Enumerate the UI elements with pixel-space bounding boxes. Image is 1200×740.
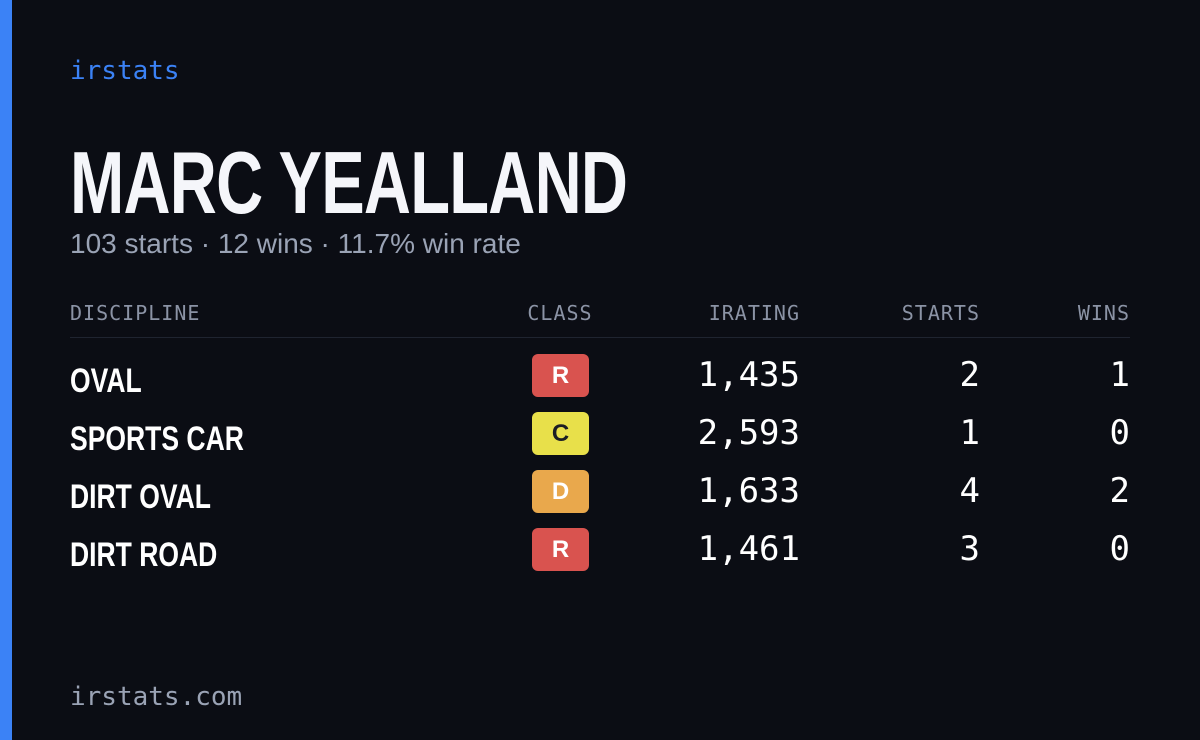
header-rule: [70, 337, 1130, 338]
irating: 1,435: [697, 355, 800, 395]
class-badge: C: [532, 412, 589, 455]
driver-name: MARC YEALLAND: [70, 133, 628, 232]
irating: 1,633: [697, 471, 800, 511]
discipline: DIRT ROAD: [70, 536, 218, 574]
brand: irstats: [70, 56, 180, 86]
column-header: WINS: [1077, 301, 1130, 325]
starts: 2: [959, 355, 980, 395]
driver-summary: 103 starts · 12 wins · 11.7% win rate: [70, 228, 521, 259]
wins: 1: [1109, 355, 1130, 395]
irating: 2,593: [697, 413, 800, 453]
discipline: SPORTS CAR: [70, 420, 244, 458]
class-badge: D: [532, 470, 589, 513]
wins: 0: [1109, 529, 1130, 569]
column-header: IRATING: [708, 301, 800, 325]
discipline: DIRT OVAL: [70, 478, 211, 516]
accent-bar: [0, 0, 12, 740]
irating: 1,461: [697, 529, 800, 569]
starts: 3: [959, 529, 980, 569]
class-badge: R: [532, 354, 589, 397]
starts: 4: [959, 471, 980, 511]
column-header: DISCIPLINE: [70, 301, 201, 325]
column-header: CLASS: [527, 301, 593, 325]
footer-url: irstats.com: [70, 682, 243, 712]
wins: 0: [1109, 413, 1130, 453]
class-badge: R: [532, 528, 589, 571]
discipline: OVAL: [70, 362, 142, 400]
column-header: STARTS: [901, 301, 980, 325]
wins: 2: [1109, 471, 1130, 511]
starts: 1: [959, 413, 980, 453]
